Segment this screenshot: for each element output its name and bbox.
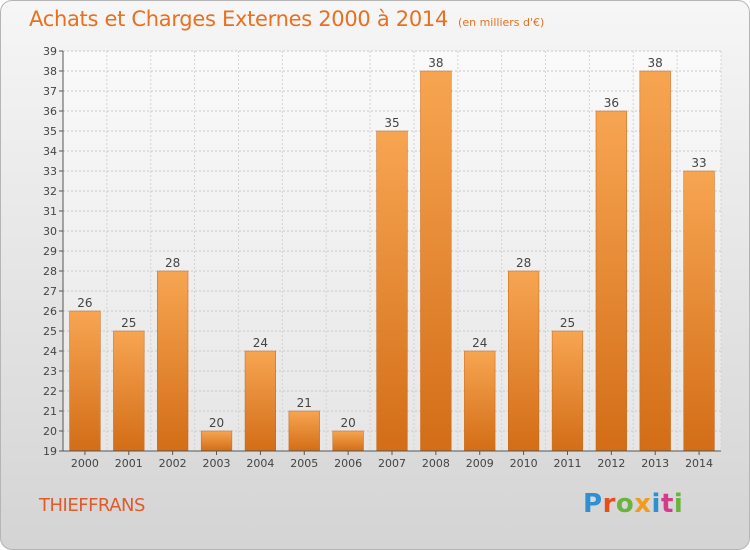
logo-letter: P — [583, 489, 603, 519]
data-label: 28 — [165, 256, 180, 270]
y-tick-label: 31 — [43, 205, 57, 218]
y-tick-label: 20 — [43, 425, 57, 438]
bar-2005 — [288, 410, 320, 452]
logo-letter: t — [660, 489, 674, 519]
x-tick-label: 2003 — [203, 457, 231, 470]
bars-layer — [69, 70, 715, 452]
data-label: 24 — [472, 336, 487, 350]
y-tick-label: 26 — [43, 305, 57, 318]
data-label: 38 — [648, 56, 663, 70]
y-tick-label: 32 — [43, 185, 57, 198]
bar-2004 — [244, 350, 277, 452]
y-tick-label: 22 — [43, 385, 57, 398]
place-name: THIEFFRANS — [39, 495, 145, 516]
bar-2006 — [332, 430, 364, 452]
bar-2002 — [157, 270, 189, 452]
y-tick-label: 34 — [43, 145, 57, 158]
bar-2009 — [464, 350, 496, 452]
bar-2011 — [551, 330, 584, 452]
x-tick-label: 2008 — [422, 457, 450, 470]
bar-2001 — [113, 330, 145, 452]
x-tick-label: 2001 — [115, 457, 143, 470]
axis-layer: 19 20 21 22 23 24 25 26 27 28 29 30 31 32 33 34 35 36 37 38… — [43, 45, 721, 470]
proxiti-logo[interactable]: Proxiti — [583, 489, 683, 519]
y-tick-label: 33 — [43, 165, 57, 178]
data-label: 35 — [384, 116, 399, 130]
y-tick-label: 28 — [43, 265, 57, 278]
data-label: 25 — [121, 316, 136, 330]
x-tick-label: 2007 — [378, 457, 406, 470]
data-label: 26 — [77, 296, 92, 310]
bar-2014 — [683, 170, 715, 452]
bar-2013 — [639, 70, 671, 452]
y-tick-label: 27 — [43, 285, 57, 298]
chart-title-main: Achats et Charges Externes 2000 à 2014 — [29, 7, 449, 31]
data-label: 21 — [297, 396, 312, 410]
y-tick-label: 35 — [43, 125, 57, 138]
bar-2003 — [200, 430, 233, 452]
data-label: 24 — [253, 336, 268, 350]
data-label: 20 — [340, 416, 355, 430]
y-tick-label: 19 — [43, 445, 57, 458]
x-tick-label: 2012 — [597, 457, 625, 470]
bar-2007 — [376, 130, 408, 452]
x-tick-label: 2013 — [641, 457, 669, 470]
logo-letter: i — [673, 489, 684, 519]
y-tick-label: 29 — [43, 245, 57, 258]
logo-letter: o — [615, 489, 635, 519]
x-tick-label: 2005 — [290, 457, 318, 470]
x-tick-label: 2000 — [71, 457, 99, 470]
logo-letter: x — [634, 489, 652, 519]
x-tick-label: 2002 — [159, 457, 187, 470]
y-tick-label: 38 — [43, 65, 57, 78]
y-tick-label: 21 — [43, 405, 57, 418]
data-label: 25 — [560, 316, 575, 330]
logo-letter: r — [602, 489, 616, 519]
logo-letter: i — [651, 489, 661, 519]
x-tick-label: 2006 — [334, 457, 362, 470]
labels-layer: 26 25 28 20 24 21 20 35 38 24 28 25 36 38 33 — [77, 56, 706, 430]
y-tick-label: 39 — [43, 45, 57, 58]
bar-2008 — [420, 70, 452, 452]
data-label: 20 — [209, 416, 224, 430]
chart-title-unit: (en milliers d'€) — [458, 16, 545, 29]
data-label: 36 — [604, 96, 619, 110]
data-label: 28 — [516, 256, 531, 270]
bar-2000 — [69, 310, 101, 452]
y-tick-label: 23 — [43, 365, 57, 378]
y-tick-label: 36 — [43, 105, 57, 118]
y-tick-label: 25 — [43, 325, 57, 338]
x-tick-label: 2009 — [466, 457, 494, 470]
bar-2012 — [595, 110, 627, 452]
data-label: 38 — [428, 56, 443, 70]
data-label: 33 — [691, 156, 706, 170]
x-tick-label: 2011 — [553, 457, 581, 470]
y-tick-label: 24 — [43, 345, 57, 358]
x-tick-label: 2010 — [510, 457, 538, 470]
x-tick-label: 2004 — [246, 457, 274, 470]
x-tick-label: 2014 — [685, 457, 713, 470]
chart-title: Achats et Charges Externes 2000 à 2014 (e… — [29, 7, 544, 31]
y-tick-label: 37 — [43, 85, 57, 98]
bar-2010 — [507, 270, 540, 452]
y-tick-label: 30 — [43, 225, 57, 238]
